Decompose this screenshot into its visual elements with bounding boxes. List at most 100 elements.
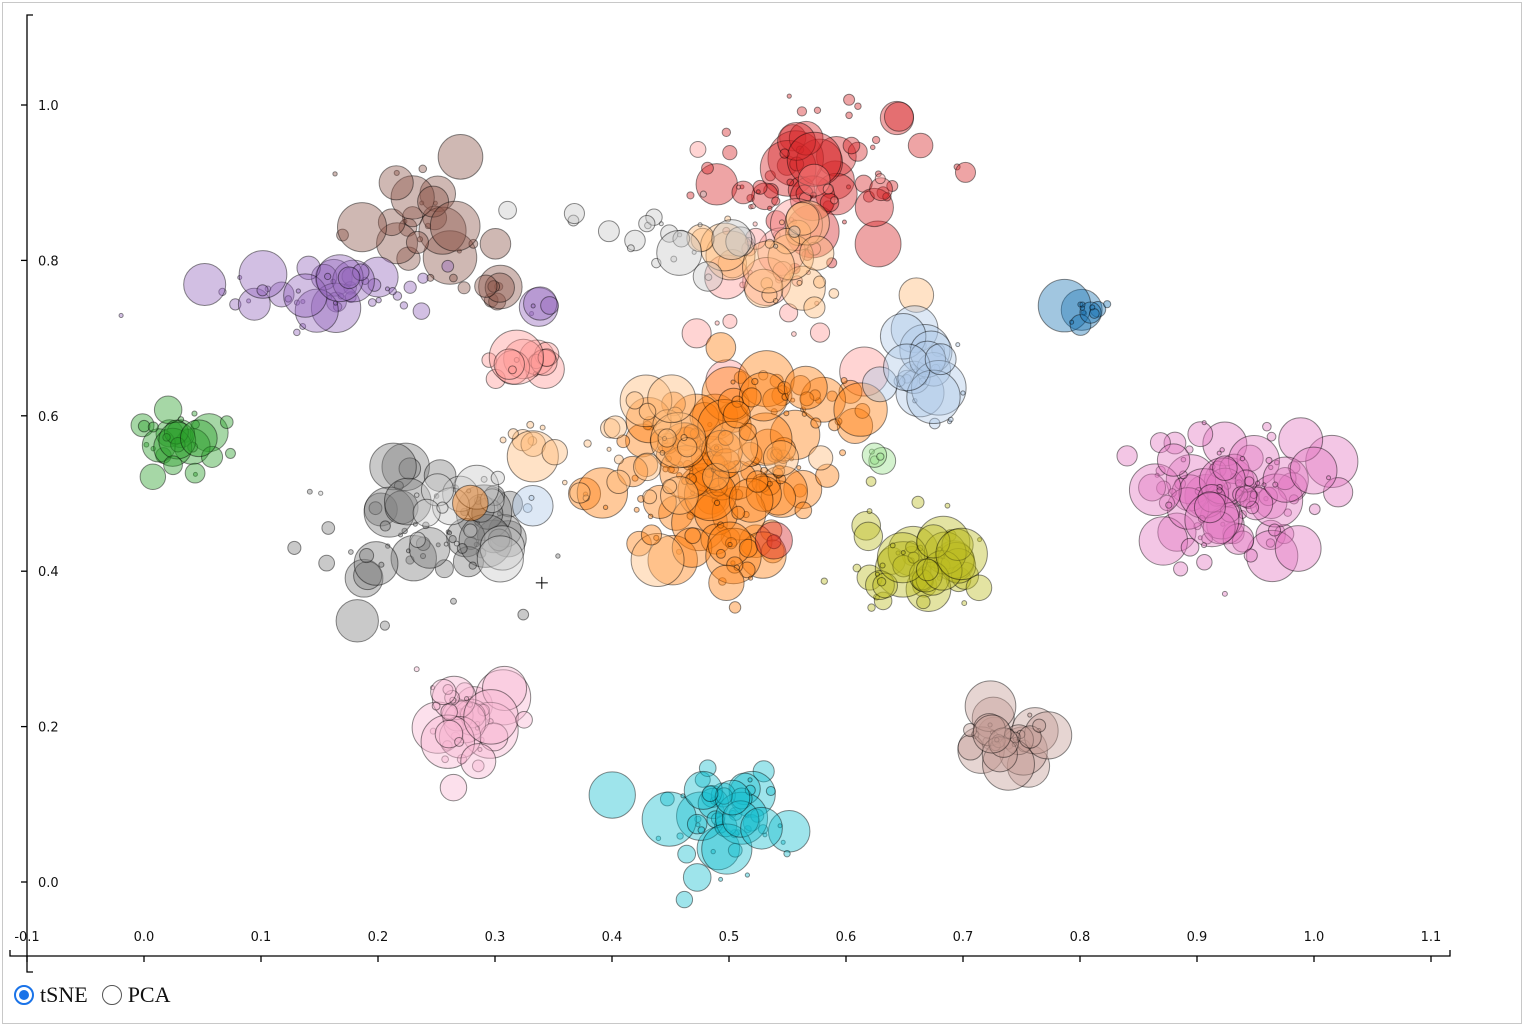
data-point[interactable] [963,722,978,738]
data-point[interactable] [655,442,682,469]
data-point[interactable] [786,178,795,187]
data-point[interactable] [477,746,483,753]
data-point[interactable] [672,426,701,456]
data-point[interactable] [675,472,683,479]
data-point[interactable] [637,495,645,503]
data-point[interactable] [1079,301,1102,324]
data-point[interactable] [901,545,923,567]
data-point[interactable] [459,708,467,716]
data-point[interactable] [800,376,847,423]
data-point[interactable] [651,257,662,269]
data-point[interactable] [769,373,784,388]
data-point[interactable] [796,465,802,471]
data-point[interactable] [876,532,929,584]
data-point[interactable] [1268,464,1274,471]
data-point[interactable] [1156,443,1191,477]
data-point[interactable] [268,281,295,308]
data-point[interactable] [769,409,821,461]
data-point[interactable] [456,543,468,554]
data-point[interactable] [991,734,1006,749]
data-point[interactable] [752,760,775,783]
data-point[interactable] [706,420,759,474]
data-point[interactable] [944,502,951,509]
data-point[interactable] [911,569,934,592]
data-point[interactable] [419,175,457,213]
data-point[interactable] [375,297,382,304]
data-point[interactable] [341,267,361,286]
data-point[interactable] [897,360,931,394]
data-point[interactable] [766,446,783,463]
data-point[interactable] [853,521,884,552]
scatter-plot[interactable]: 0.0 0.2 0.4 0.6 0.8 1.0 -0.1 0.0 0.1 0.2 0.3 0.4 0.5… [0,0,1526,975]
data-point[interactable] [779,124,807,152]
data-point[interactable] [865,570,895,601]
data-point[interactable] [674,426,699,451]
data-point[interactable] [641,791,697,847]
data-point[interactable] [697,222,703,228]
data-point[interactable] [916,340,927,351]
data-point[interactable] [650,412,707,469]
data-point[interactable] [772,468,784,479]
data-point[interactable] [640,524,663,546]
data-point[interactable] [731,395,744,408]
data-point[interactable] [1212,455,1238,482]
data-point[interactable] [701,823,753,875]
data-point[interactable] [921,372,927,378]
data-point[interactable] [1003,728,1015,739]
data-point[interactable] [662,465,669,473]
data-point[interactable] [1178,468,1230,519]
data-point[interactable] [920,566,927,572]
data-point[interactable] [774,456,787,470]
data-point[interactable] [731,505,746,520]
data-point[interactable] [383,477,432,526]
data-point[interactable] [443,541,449,547]
data-point[interactable] [1165,501,1173,509]
data-point[interactable] [762,440,800,477]
data-point[interactable] [337,292,345,300]
data-point[interactable] [830,196,839,205]
data-point[interactable] [1011,741,1017,747]
data-point[interactable] [613,454,624,465]
data-point[interactable] [411,701,464,754]
data-point[interactable] [498,200,517,220]
data-point[interactable] [675,890,694,909]
data-point[interactable] [774,275,784,284]
radio-tsne[interactable]: tSNE [14,982,102,1008]
data-point[interactable] [740,806,783,850]
data-point[interactable] [283,273,328,318]
data-point[interactable] [660,224,679,243]
data-point[interactable] [141,428,177,463]
data-point[interactable] [477,703,490,717]
data-point[interactable] [583,439,592,448]
data-point[interactable] [449,273,458,283]
data-point[interactable] [852,563,862,573]
data-point[interactable] [733,564,740,571]
data-point[interactable] [930,363,941,374]
data-point[interactable] [528,494,535,501]
data-point[interactable] [705,332,737,363]
data-point[interactable] [695,822,701,828]
data-point[interactable] [815,172,858,216]
data-point[interactable] [1194,487,1203,496]
data-point[interactable] [677,461,683,467]
data-point[interactable] [137,419,151,433]
data-point[interactable] [826,257,838,269]
data-point[interactable] [264,285,272,293]
data-point[interactable] [994,737,1000,743]
data-point[interactable] [1209,460,1227,479]
data-point[interactable] [634,453,659,478]
data-point[interactable] [453,698,491,736]
data-point[interactable] [767,130,824,187]
data-point[interactable] [461,701,519,759]
data-point[interactable] [479,525,525,571]
data-point[interactable] [452,546,484,578]
data-point[interactable] [519,339,555,376]
data-point[interactable] [162,433,171,442]
data-point[interactable] [512,485,554,527]
data-point[interactable] [1184,492,1240,548]
data-point[interactable] [481,352,497,368]
data-point[interactable] [1197,535,1203,541]
data-point[interactable] [721,127,732,138]
data-point[interactable] [744,227,767,250]
data-point[interactable] [838,379,863,404]
